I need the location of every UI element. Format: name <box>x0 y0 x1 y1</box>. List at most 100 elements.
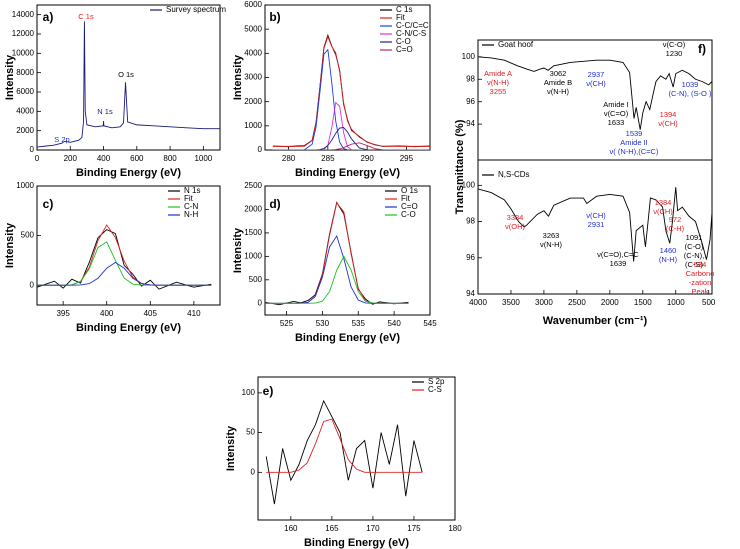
annotation: ν(N-H) <box>547 87 570 96</box>
annotation: 3062 <box>550 69 567 78</box>
y-tick-label: 10000 <box>12 48 35 57</box>
legend-label: C-N <box>184 202 198 211</box>
series-line <box>265 255 409 304</box>
legend-label: N 1s <box>184 186 200 195</box>
annotation: 534 <box>694 260 707 269</box>
annotation: 1230 <box>666 49 683 58</box>
y-axis-label: Transmittance (%) <box>454 119 466 214</box>
panel: 160 165 170 175 180 0 50 100 S 2pC-S e) Binding En… <box>225 376 462 549</box>
x-axis-label: Binding Energy (eV) <box>76 322 181 334</box>
panel-label: d) <box>269 197 280 211</box>
x-tick-label: 405 <box>144 309 158 318</box>
y-tick-label: 0 <box>258 145 263 154</box>
series-line <box>272 48 430 150</box>
y-tick-label: 96 <box>466 97 475 106</box>
annotation: 3255 <box>490 87 507 96</box>
y-tick-label: 4000 <box>16 106 34 115</box>
annotation: Amide B <box>544 78 572 87</box>
legend-label: C=O <box>401 202 418 211</box>
annotation: ν(N-H) <box>487 78 510 87</box>
annotation: -zation <box>689 278 712 287</box>
y-tick-label: 6000 <box>16 87 34 96</box>
annotation: ν(C=O) <box>604 109 629 118</box>
x-tick-label: 170 <box>366 524 380 533</box>
y-tick-label: 2000 <box>244 205 262 214</box>
y-tick-label: 1000 <box>16 181 34 190</box>
legend-label: C=O <box>396 45 413 54</box>
x-tick-label: 285 <box>321 154 335 163</box>
y-tick-label: 2500 <box>244 181 262 190</box>
panel: 0 200 400 600 800 100002000400060008000100001… <box>4 4 226 179</box>
plot-frame <box>264 185 431 316</box>
legend-label: Fit <box>401 194 411 203</box>
x-tick-label: 535 <box>352 319 366 328</box>
y-tick-label: 8000 <box>16 68 34 77</box>
annotation: (C-H) <box>666 224 685 233</box>
x-axis-label: Binding Energy (eV) <box>295 332 400 344</box>
y-tick-label: 50 <box>246 428 255 437</box>
legend-label: N-H <box>184 210 198 219</box>
series-line <box>272 101 430 150</box>
annotation: ν(C-O) <box>663 40 686 49</box>
x-tick-label: 540 <box>387 319 401 328</box>
y-axis-label: Intensity <box>225 425 237 471</box>
x-tick-label: 800 <box>163 154 177 163</box>
annotation: (N-H) <box>659 255 678 264</box>
x-tick-label: 4000 <box>469 298 487 307</box>
legend-label: Goat hoof <box>498 40 534 49</box>
annotation: S 2p <box>54 135 69 144</box>
x-axis-label: Binding Energy (eV) <box>295 167 400 179</box>
x-tick-label: 1500 <box>634 298 652 307</box>
x-tick-label: 1000 <box>667 298 685 307</box>
plot-frame <box>36 4 221 151</box>
x-tick-label: 400 <box>97 154 111 163</box>
y-tick-label: 98 <box>466 74 475 83</box>
x-tick-label: 290 <box>360 154 374 163</box>
x-tick-label: 545 <box>423 319 437 328</box>
x-tick-label: 1000 <box>194 154 212 163</box>
series-line <box>265 399 423 505</box>
y-tick-label: 1000 <box>244 121 262 130</box>
legend-label: O 1s <box>401 186 418 195</box>
annotation: C 1s <box>78 12 94 21</box>
annotation: ν(OH) <box>505 222 525 231</box>
panel-label: e) <box>263 384 274 398</box>
y-tick-label: 2000 <box>244 97 262 106</box>
y-tick-label: 94 <box>466 119 475 128</box>
series-line <box>37 241 212 286</box>
annotation: 972 <box>669 215 682 224</box>
x-axis-label: Wavenumber (cm⁻¹) <box>543 315 648 327</box>
x-tick-label: 165 <box>325 524 339 533</box>
annotation: Amide I <box>603 100 628 109</box>
legend-label: N,S-CDs <box>498 170 530 179</box>
plot-frame <box>477 159 713 295</box>
x-tick-label: 280 <box>282 154 296 163</box>
y-tick-label: 1000 <box>244 251 262 260</box>
annotation: 3263 <box>543 231 560 240</box>
annotation: 2937 <box>588 70 605 79</box>
x-tick-label: 525 <box>280 319 294 328</box>
panel-label: c) <box>43 197 54 211</box>
plot-frame <box>36 185 221 306</box>
y-tick-label: 4000 <box>244 48 262 57</box>
y-tick-label: 2000 <box>16 126 34 135</box>
x-tick-label: 3500 <box>502 298 520 307</box>
legend-label: Fit <box>184 194 194 203</box>
x-tick-label: 0 <box>35 154 40 163</box>
x-tick-label: 2000 <box>601 298 619 307</box>
x-axis-label: Binding Energy (eV) <box>76 167 181 179</box>
panel: 280 285 290 295 0 1000 2000 3000 4000 5000 6000 C 1… <box>232 0 431 179</box>
annotation: (C-O) <box>685 242 704 251</box>
annotation: Carbono <box>686 269 715 278</box>
x-tick-label: 410 <box>187 309 201 318</box>
series-line <box>37 21 220 148</box>
x-tick-label: 180 <box>448 524 462 533</box>
x-tick-label: 295 <box>400 154 414 163</box>
y-tick-label: 14000 <box>12 10 35 19</box>
x-tick-label: 400 <box>100 309 114 318</box>
y-tick-label: 0 <box>251 467 256 476</box>
y-axis-label: Intensity <box>232 227 244 273</box>
x-tick-label: 500 <box>702 298 716 307</box>
